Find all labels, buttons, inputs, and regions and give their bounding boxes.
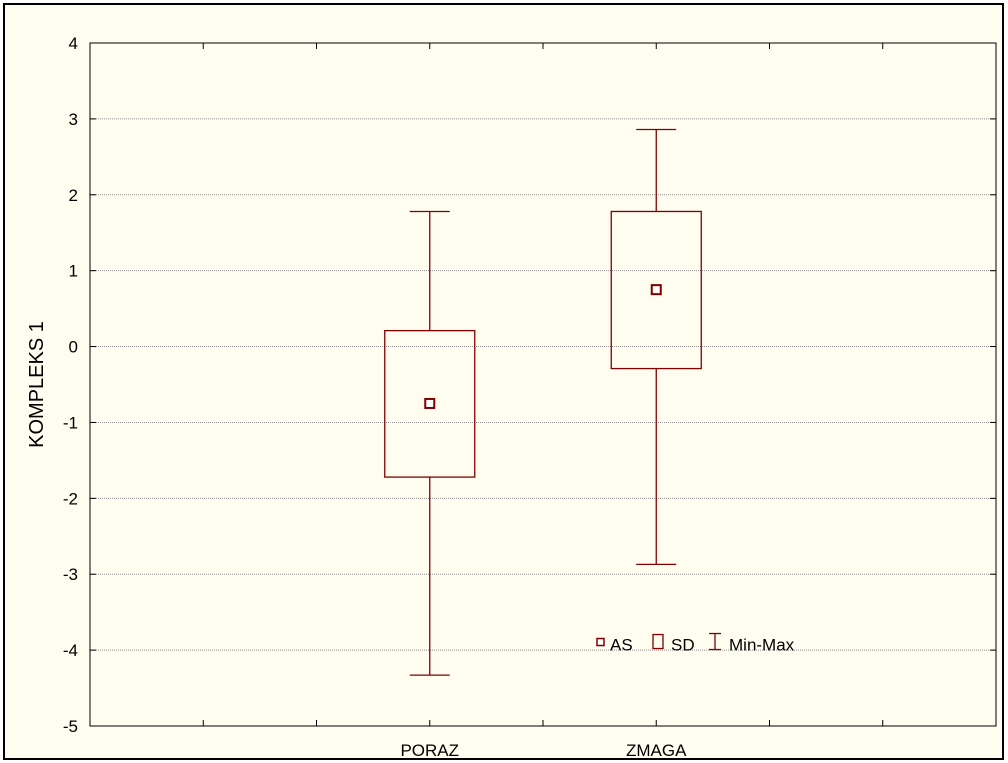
chart-frame: 4 3 2 1 0 -1 -2 -3 -4 -5 PORAZ ZMAGA KOMPLEKS 1 AS S… bbox=[3, 3, 1004, 760]
y-tick-label: 1 bbox=[69, 262, 78, 281]
legend: AS SD Min-Max bbox=[596, 632, 795, 655]
y-tick-label: 3 bbox=[69, 110, 78, 129]
y-tick-label: -1 bbox=[63, 413, 78, 432]
x-tick-label: PORAZ bbox=[400, 741, 459, 760]
sd-box-icon bbox=[652, 633, 664, 650]
box-plot-chart: 4 3 2 1 0 -1 -2 -3 -4 -5 PORAZ ZMAGA KOMPLEKS 1 AS S… bbox=[26, 34, 997, 760]
mean-marker bbox=[650, 284, 662, 296]
y-tick-label: -2 bbox=[63, 489, 78, 508]
y-tick-label: 4 bbox=[69, 34, 78, 53]
y-tick-label: 2 bbox=[69, 186, 78, 205]
plot-area-border bbox=[89, 42, 997, 727]
x-tick-label: ZMAGA bbox=[626, 741, 687, 760]
min-max-whisker-icon bbox=[709, 632, 721, 651]
axes: 4 3 2 1 0 -1 -2 -3 -4 -5 PORAZ ZMAGA bbox=[63, 34, 997, 760]
y-tick-label: -4 bbox=[63, 641, 78, 660]
y-tick-label: 0 bbox=[69, 338, 78, 357]
mean-marker bbox=[424, 397, 436, 409]
sd-box bbox=[610, 210, 702, 370]
y-tick-label: -5 bbox=[63, 717, 78, 736]
mean-square-icon bbox=[596, 637, 605, 647]
legend-label-sd: SD bbox=[671, 636, 695, 655]
box-series bbox=[384, 128, 702, 676]
y-axis-title: KOMPLEKS 1 bbox=[26, 321, 48, 448]
legend-label-as: AS bbox=[610, 636, 633, 655]
sd-box bbox=[384, 329, 476, 478]
y-tick-label: -3 bbox=[63, 565, 78, 584]
box-group-zmaga bbox=[610, 128, 702, 566]
legend-label-minmax: Min-Max bbox=[729, 636, 795, 655]
box-group-poraz bbox=[384, 210, 476, 676]
grid-lines bbox=[90, 42, 996, 651]
